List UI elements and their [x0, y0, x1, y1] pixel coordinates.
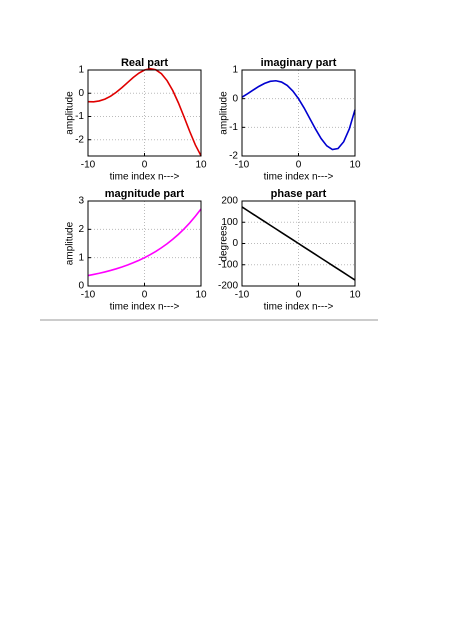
y-tick-label: 1 [232, 65, 238, 76]
y-tick-label: 100 [221, 217, 238, 228]
y-tick-label: 1 [78, 65, 84, 76]
axes-box [241, 69, 356, 157]
x-tick-label: 10 [195, 290, 207, 301]
x-tick-label: 0 [296, 160, 302, 171]
data-line [241, 206, 356, 281]
data-line [241, 79, 356, 151]
chart-title: imaginary part [261, 57, 337, 69]
chart-title: phase part [271, 188, 327, 200]
x-tick-label: -10 [235, 160, 250, 171]
x-tick-label: 0 [142, 160, 148, 171]
x-tick-label: 10 [349, 160, 361, 171]
x-tick-label: -10 [81, 290, 96, 301]
y-tick-label: 0 [78, 88, 84, 99]
chart-title: magnitude part [105, 188, 185, 200]
y-tick-label: 1 [78, 252, 84, 263]
y-tick-label: 200 [221, 196, 238, 207]
x-tick-label: 10 [349, 290, 361, 301]
y-tick-label: -200 [218, 281, 238, 292]
axes-box [87, 200, 202, 287]
x-tick-label: 0 [296, 290, 302, 301]
x-axis-label: time index n---> [110, 172, 180, 183]
y-tick-label: 3 [78, 196, 84, 207]
x-tick-label: 0 [142, 290, 148, 301]
axes-box [241, 200, 356, 287]
axes-box [87, 69, 202, 157]
y-tick-label: 0 [232, 93, 238, 104]
y-tick-label: -1 [229, 122, 238, 133]
y-axis-label: amplitude [219, 91, 230, 135]
y-axis-label: amplitude [65, 221, 76, 265]
chart-title: Real part [121, 57, 168, 69]
x-tick-label: -10 [235, 290, 250, 301]
y-axis-label: amplitude [65, 91, 76, 135]
data-line [87, 208, 202, 277]
y-tick-label: -2 [75, 134, 84, 145]
y-tick-label: -1 [75, 111, 84, 122]
y-tick-label: 0 [232, 238, 238, 249]
y-tick-label: -100 [218, 259, 238, 270]
x-axis-label: time index n---> [264, 172, 334, 183]
x-tick-label: -10 [81, 160, 96, 171]
x-tick-label: 10 [195, 160, 207, 171]
y-tick-label: 2 [78, 224, 84, 235]
x-axis-label: time index n---> [264, 302, 334, 313]
y-tick-label: 0 [78, 281, 84, 292]
y-tick-label: -2 [229, 151, 238, 162]
x-axis-label: time index n---> [110, 302, 180, 313]
y-axis-label: degrees [219, 225, 230, 261]
